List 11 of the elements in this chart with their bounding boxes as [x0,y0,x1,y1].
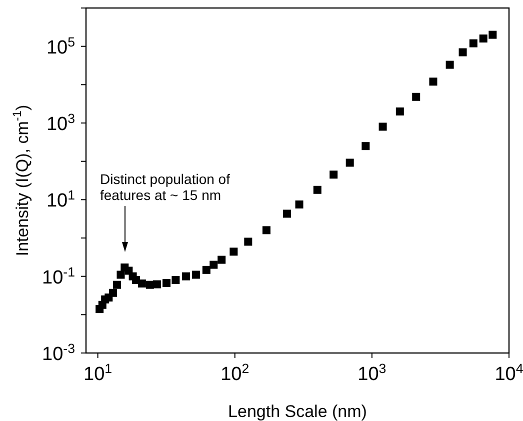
y-tick-label: 10$^{1}$ [46,187,75,212]
y-tick-label: 10$^{5}$ [46,34,75,58]
x-tick-label: 10$^{2}$ [220,360,250,385]
y-tick-label: 10$^{-1}$ [42,264,75,288]
annotation: Distinct population of features at ~ 15 nm [100,171,230,203]
y-tick-label: 10$^{-3}$ [42,340,75,365]
x-axis-title: Length Scale (nm) [228,402,367,421]
x-tick-label: 10$^{4}$ [494,360,523,385]
x-tick-label: 10$^{3}$ [358,360,386,385]
x-tick-label: 10$^{1}$ [84,360,112,385]
y-tick-label: 10$^{3}$ [46,110,75,135]
